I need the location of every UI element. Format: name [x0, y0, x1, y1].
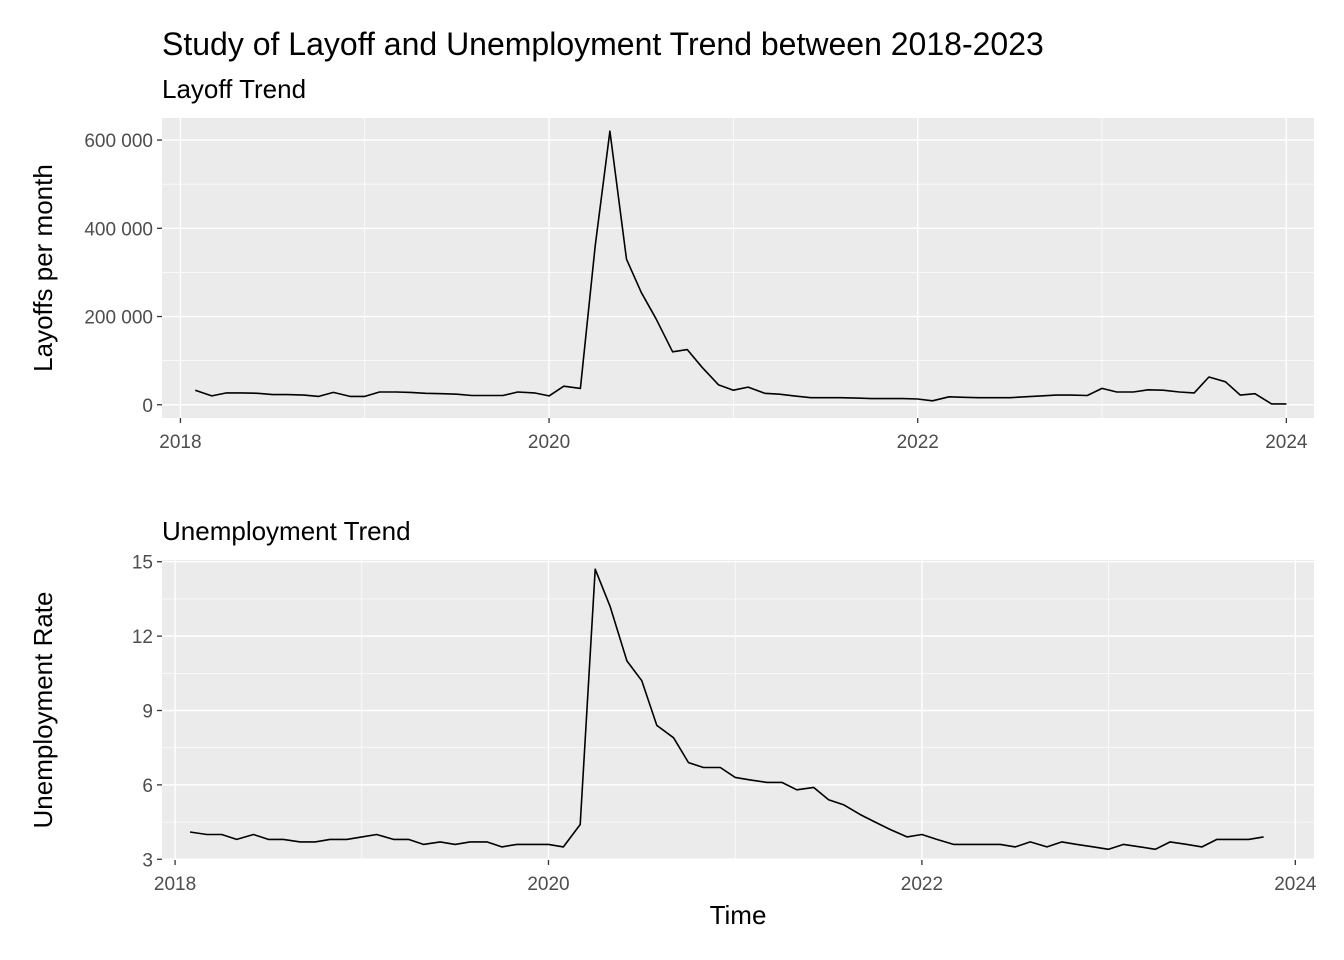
layoff-y-tick-label: 0	[142, 396, 153, 417]
layoff-x-tick-label: 2022	[897, 432, 939, 453]
layoff-panel: Layoff Trend 0 200 000 400 000 600 000 2018 20…	[28, 74, 1314, 453]
unemployment-series-line	[189, 568, 1264, 851]
layoff-y-tick-label: 600 000	[84, 131, 153, 152]
figure-title: Study of Layoff and Unemployment Trend b…	[162, 26, 1044, 62]
unemployment-y-tick-label: 15	[132, 553, 153, 574]
unemployment-y-axis-title: Unemployment Rate	[28, 592, 58, 829]
layoff-y-axis-title: Layoffs per month	[28, 164, 58, 372]
unemployment-x-tick-label: 2024	[1274, 874, 1317, 895]
unemployment-subtitle: Unemployment Trend	[162, 516, 411, 546]
layoff-subtitle: Layoff Trend	[162, 74, 306, 104]
unemployment-y-tick-label: 6	[142, 776, 153, 797]
unemployment-x-tick-label: 2020	[527, 874, 569, 895]
unemployment-x-axis-title: Time	[710, 900, 767, 930]
layoff-x-tick-label: 2020	[528, 432, 570, 453]
layoff-x-tick-label: 2018	[159, 432, 201, 453]
unemployment-panel: Unemployment Trend 3 6 9 12 15 2018 2020 2022 202…	[28, 516, 1317, 930]
unemployment-y-tick-label: 12	[132, 627, 153, 648]
layoff-x-tick-label: 2024	[1265, 432, 1308, 453]
unemployment-y-tick-label: 3	[142, 850, 153, 871]
layoff-panel-background	[162, 118, 1314, 418]
unemployment-x-tick-label: 2022	[901, 874, 943, 895]
layoff-y-tick-label: 400 000	[84, 219, 153, 240]
unemployment-x-tick-label: 2018	[154, 874, 196, 895]
layoff-series-line	[194, 130, 1287, 405]
unemployment-y-tick-label: 9	[142, 701, 153, 722]
layoff-y-tick-label: 200 000	[84, 308, 153, 329]
